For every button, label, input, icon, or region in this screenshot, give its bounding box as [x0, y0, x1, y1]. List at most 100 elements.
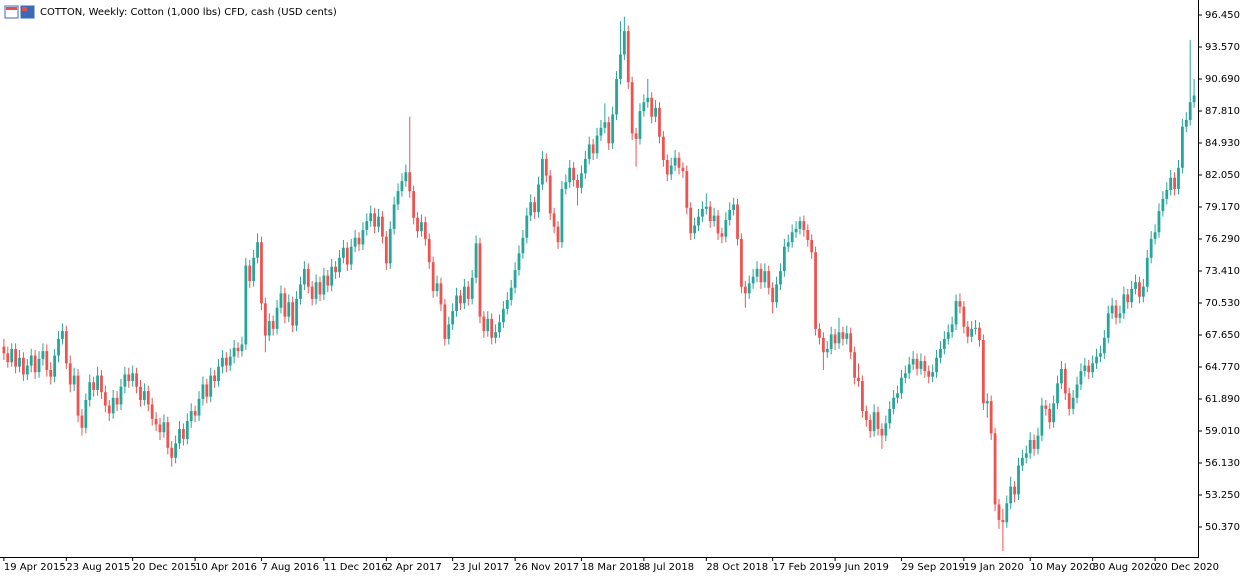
candle-body: [256, 242, 259, 258]
candle-body: [334, 266, 337, 273]
candle-body: [1122, 294, 1126, 314]
candle-body: [622, 31, 626, 55]
candle-body: [53, 355, 57, 377]
candle-body: [330, 266, 334, 286]
candle-body: [693, 225, 697, 234]
y-tick-label: 56.130: [1205, 458, 1240, 469]
candle-body: [1153, 232, 1157, 239]
candle-body: [1040, 405, 1044, 436]
candle-body: [1024, 453, 1028, 458]
candle-body: [299, 284, 302, 299]
candle-body: [915, 358, 919, 369]
candle-body: [646, 97, 650, 103]
candle-body: [470, 277, 474, 299]
candle-body: [669, 165, 673, 175]
candle-body: [353, 237, 357, 247]
candle-body: [412, 191, 416, 218]
candle-body: [782, 246, 786, 272]
candle-body: [423, 222, 427, 239]
candle-body: [45, 351, 49, 370]
candle-body: [170, 447, 174, 458]
candle-body: [279, 293, 283, 308]
candle-body: [837, 332, 841, 344]
candle-body: [537, 184, 540, 213]
candle-body: [1114, 305, 1118, 318]
candle-body: [950, 324, 954, 333]
x-tick-label: 7 Aug 2016: [261, 562, 319, 573]
candle-body: [37, 358, 41, 373]
candle-body: [88, 382, 92, 400]
candle-body: [240, 344, 244, 352]
candle-body: [80, 415, 84, 428]
candle-body: [583, 158, 587, 174]
candle-body: [864, 411, 868, 420]
candle-body: [158, 424, 162, 433]
candle-body: [685, 171, 689, 208]
candle-body: [978, 327, 981, 340]
candle-body: [1141, 286, 1145, 297]
candle-body: [1013, 486, 1016, 495]
candle-body: [1106, 313, 1110, 338]
candle-body: [903, 373, 907, 378]
candle-body: [185, 421, 189, 439]
candle-body: [41, 351, 45, 359]
x-tick-label: 19 Jan 2020: [964, 562, 1024, 573]
candle-body: [603, 122, 607, 128]
candle-body: [224, 357, 228, 366]
candle-body: [962, 306, 966, 327]
candle-body: [287, 302, 291, 317]
candle-body: [935, 357, 938, 373]
candle-body: [997, 504, 1001, 520]
candle-body: [892, 397, 896, 409]
candle-body: [572, 167, 576, 180]
candle-body: [630, 82, 634, 134]
candle-body: [1075, 384, 1079, 398]
y-tick-label: 96.450: [1205, 10, 1240, 21]
candle-body: [888, 408, 892, 424]
candle-body: [1032, 440, 1036, 449]
candle-body: [642, 102, 646, 112]
candle-body: [611, 114, 615, 144]
candle-body: [318, 282, 322, 295]
candle-body: [743, 286, 747, 294]
candle-body: [704, 206, 708, 209]
candle-body: [396, 191, 400, 205]
candle-body: [213, 375, 217, 382]
candle-body: [33, 355, 37, 373]
candle-body: [1009, 486, 1013, 504]
candle-body: [322, 275, 326, 295]
candle-body: [568, 167, 572, 183]
x-tick-label: 19 Apr 2015: [4, 562, 66, 573]
candle-body: [876, 412, 880, 429]
candle-body: [1173, 177, 1176, 189]
candle-body: [615, 78, 618, 115]
candle-body: [455, 295, 458, 312]
x-tick-label: 20 Dec 2015: [133, 562, 197, 573]
candle-body: [466, 286, 470, 299]
y-tick-label: 59.010: [1205, 426, 1240, 437]
candle-body: [416, 217, 419, 232]
candle-body: [989, 401, 993, 434]
candle-body: [736, 204, 739, 239]
y-tick-label: 93.570: [1205, 42, 1240, 53]
candle-body: [92, 382, 96, 390]
candle-body: [697, 216, 700, 226]
candle-body: [923, 361, 927, 372]
candle-body: [974, 327, 977, 329]
candle-body: [221, 357, 224, 367]
candle-body: [342, 247, 345, 258]
candle-body: [821, 337, 825, 353]
x-tick-label: 28 Oct 2018: [706, 562, 768, 573]
candle-body: [650, 97, 654, 117]
y-tick-label: 84.930: [1205, 138, 1240, 149]
candle-body: [517, 253, 521, 270]
candle-body: [907, 364, 911, 374]
candle-body: [845, 333, 849, 339]
icon-part: [6, 7, 17, 10]
candle-body: [260, 242, 263, 304]
candle-body: [677, 157, 681, 168]
candle-body: [798, 221, 802, 229]
candle-body: [267, 321, 271, 336]
candle-body: [96, 375, 99, 390]
candle-body: [197, 398, 201, 416]
